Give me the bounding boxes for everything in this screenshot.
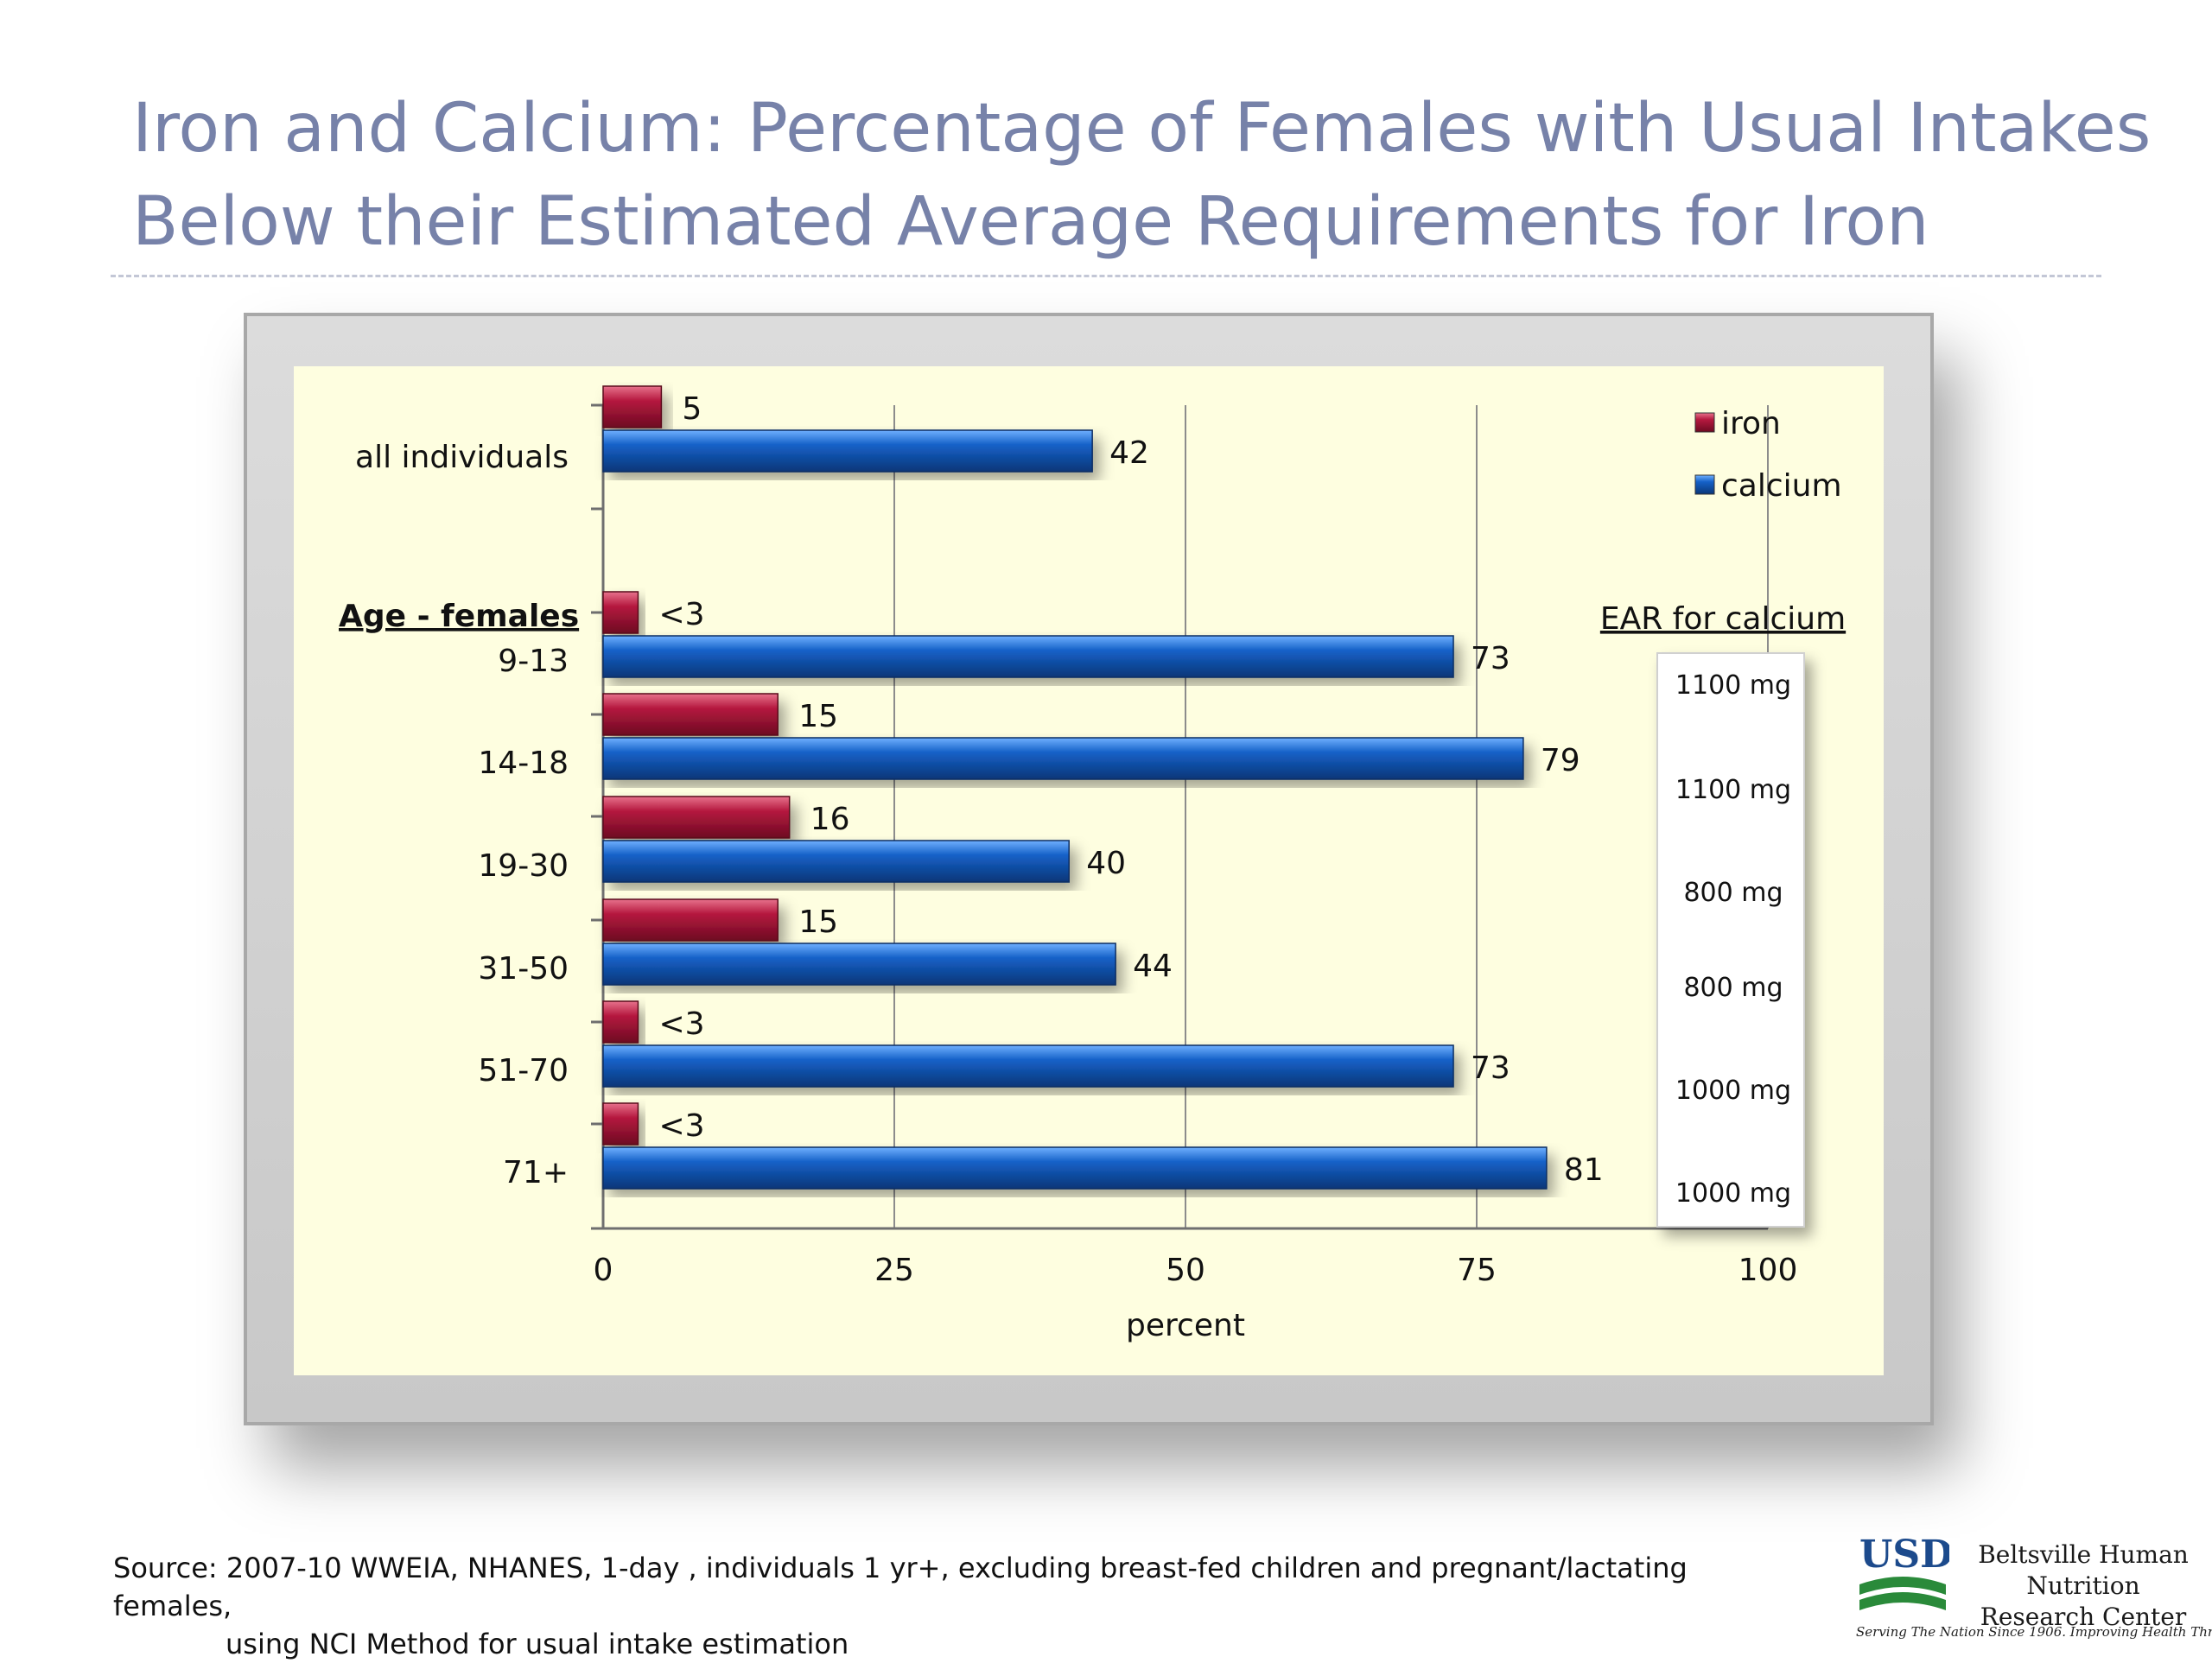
category-label-5: 51-70 xyxy=(478,1053,569,1089)
ear-value-6: 1000 mg xyxy=(1675,1178,1791,1209)
iron-value-label-5: <3 xyxy=(658,1006,704,1042)
calcium-bar-4 xyxy=(602,943,1116,986)
category-label-2: 14-18 xyxy=(478,746,569,781)
iron-bar-1 xyxy=(602,591,639,634)
bhnrc-name: Beltsville Human Nutrition Research Cent… xyxy=(1958,1539,2209,1633)
category-label-3: 19-30 xyxy=(478,848,569,884)
ear-value-2: 1100 mg xyxy=(1675,775,1791,805)
usda-logo-text: USDA xyxy=(1859,1533,1949,1577)
iron-value-label-3: 16 xyxy=(810,802,850,837)
source-line-1: Source: 2007-10 WWEIA, NHANES, 1-day , i… xyxy=(113,1552,1688,1622)
source-note: Source: 2007-10 WWEIA, NHANES, 1-day , i… xyxy=(113,1549,1755,1663)
iron-bar-4 xyxy=(602,898,779,942)
legend-swatch-calcium xyxy=(1694,474,1715,495)
iron-bar-3 xyxy=(602,796,791,839)
slide-title: Iron and Calcium: Percentage of Females … xyxy=(132,82,2152,269)
title-line-2: Below their Estimated Average Requiremen… xyxy=(132,183,1929,261)
iron-bar-5 xyxy=(602,1000,639,1044)
bhnrc-logo: USDA Beltsville Human Nutrition Research… xyxy=(1856,1527,2212,1653)
calcium-bar-5 xyxy=(602,1044,1454,1088)
iron-value-label-6: <3 xyxy=(658,1108,704,1144)
ear-value-3: 800 mg xyxy=(1683,878,1783,908)
calcium-value-label-4: 44 xyxy=(1133,949,1173,984)
calcium-bar-6 xyxy=(602,1146,1548,1190)
category-label-6: 71+ xyxy=(503,1155,569,1190)
ear-value-5: 1000 mg xyxy=(1675,1076,1791,1106)
x-tick-label-0: 0 xyxy=(594,1253,613,1288)
legend-label-calcium: calcium xyxy=(1721,468,1842,504)
legend-label-iron: iron xyxy=(1721,406,1781,441)
chart-plot-area: 0 25 50 75 100 percent 5 42 all individuals <3 73 9… xyxy=(294,366,1884,1375)
calcium-bar-3 xyxy=(602,840,1070,883)
calcium-bar-1 xyxy=(602,635,1454,678)
bar-chart: 0 25 50 75 100 percent 5 42 all individuals <3 73 9… xyxy=(339,385,1846,1343)
x-tick-label-100: 100 xyxy=(1738,1253,1798,1288)
calcium-value-label-6: 81 xyxy=(1564,1152,1604,1188)
title-divider xyxy=(111,275,2101,277)
calcium-value-label-2: 79 xyxy=(1541,743,1580,778)
x-tick-label-75: 75 xyxy=(1457,1253,1497,1288)
ear-value-4: 800 mg xyxy=(1683,973,1783,1003)
iron-bar-6 xyxy=(602,1102,639,1146)
calcium-value-label-5: 73 xyxy=(1471,1050,1510,1086)
calcium-value-label-0: 42 xyxy=(1109,435,1149,471)
bhnrc-tagline: Serving The Nation Since 1906. Improving… xyxy=(1856,1624,2212,1640)
iron-bar-0 xyxy=(602,385,663,428)
calcium-value-label-1: 73 xyxy=(1471,641,1510,676)
iron-value-label-1: <3 xyxy=(658,597,704,632)
category-label-0: all individuals xyxy=(355,440,569,475)
bhnrc-name-line-2: Research Center xyxy=(1980,1603,2187,1631)
legend-swatch-iron xyxy=(1694,412,1715,433)
ear-header: EAR for calcium xyxy=(1600,601,1846,637)
iron-value-label-0: 5 xyxy=(682,391,702,427)
source-line-2: using NCI Method for usual intake estima… xyxy=(226,1628,849,1660)
category-label-4: 31-50 xyxy=(478,951,569,987)
ear-box xyxy=(1656,652,1805,1228)
x-axis-title: percent xyxy=(1126,1308,1245,1343)
iron-value-label-2: 15 xyxy=(798,699,838,734)
usda-logo-icon: USDA xyxy=(1859,1533,1949,1610)
category-header: Age - females xyxy=(339,599,579,634)
calcium-bar-2 xyxy=(602,737,1524,780)
title-line-1: Iron and Calcium: Percentage of Females … xyxy=(132,90,2152,168)
iron-value-label-4: 15 xyxy=(798,904,838,940)
calcium-value-label-3: 40 xyxy=(1086,846,1126,881)
category-label-1: 9-13 xyxy=(498,644,569,679)
calcium-bar-0 xyxy=(602,429,1093,473)
bhnrc-name-line-1: Beltsville Human Nutrition xyxy=(1978,1540,2189,1600)
ear-value-1: 1100 mg xyxy=(1675,670,1791,701)
iron-bar-2 xyxy=(602,693,779,736)
x-tick-label-50: 50 xyxy=(1166,1253,1205,1288)
x-tick-label-25: 25 xyxy=(874,1253,914,1288)
